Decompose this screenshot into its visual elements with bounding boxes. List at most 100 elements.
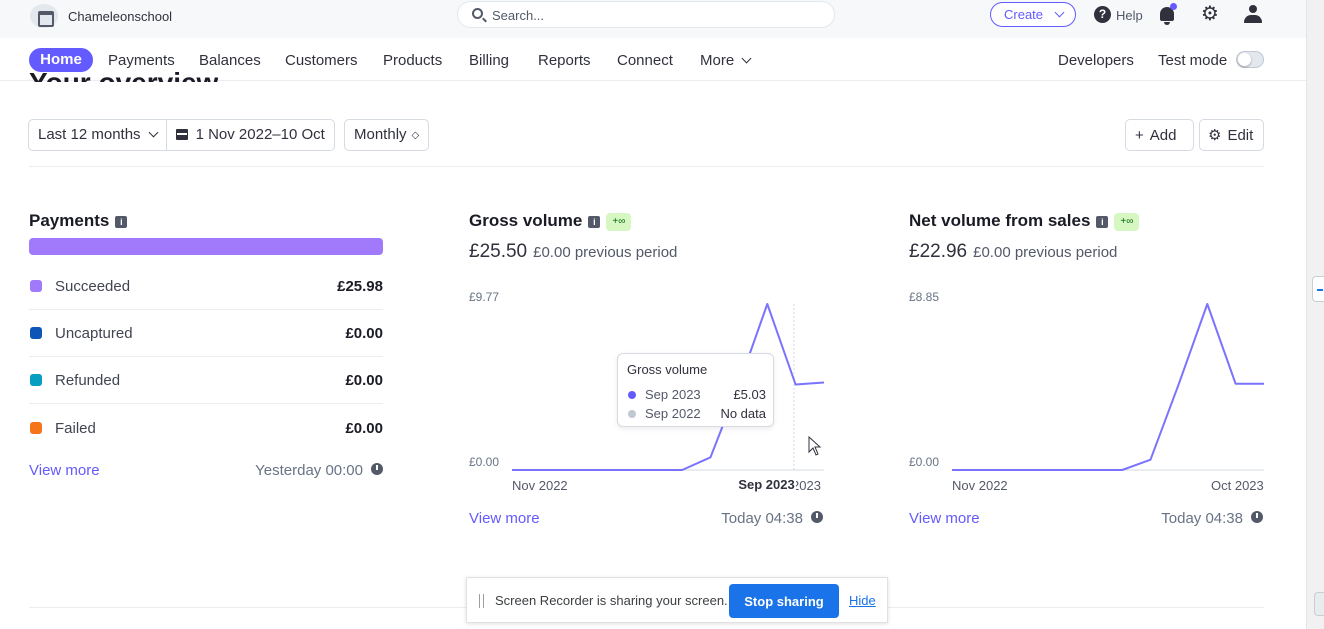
payment-row-succeeded[interactable]: Succeeded £25.98: [29, 263, 383, 310]
bell-icon[interactable]: [1160, 7, 1174, 25]
gross-volume-amount: £25.50 £0.00 previous period: [469, 241, 678, 262]
net-view-more-link[interactable]: View more: [909, 510, 980, 527]
tooltip-period: Sep 2023: [645, 387, 701, 402]
share-status-text: Screen Recorder is sharing your screen.: [495, 593, 728, 608]
net-volume-badge: +∞: [1114, 213, 1140, 231]
gross-view-more-link[interactable]: View more: [469, 510, 540, 527]
divider: [29, 166, 1264, 167]
mouse-cursor-icon: [808, 436, 822, 456]
payments-title: Payments i: [29, 211, 128, 231]
drag-handle-icon[interactable]: [479, 594, 484, 608]
tooltip-value: £5.03: [733, 387, 766, 402]
tooltip-row-current: Sep 2023 £5.03: [627, 387, 766, 403]
net-x-end-label: Oct 2023: [1211, 478, 1264, 493]
help-label: Help: [1116, 8, 1143, 23]
nav-customers[interactable]: Customers: [285, 52, 358, 69]
scrollbar[interactable]: [1306, 0, 1324, 629]
gross-volume-series-line: [512, 303, 825, 471]
gear-icon: ⚙: [1208, 127, 1222, 144]
main-nav: Home Payments Balances Customers Product…: [0, 38, 1306, 81]
gross-y-min-label: £0.00: [469, 455, 500, 469]
gross-volume-chart[interactable]: [512, 296, 825, 476]
gross-volume-tooltip: Gross volume Sep 2023 £5.03 Sep 2022 No …: [617, 353, 774, 427]
nav-products[interactable]: Products: [383, 52, 443, 69]
tooltip-previous-swatch: [628, 410, 636, 418]
gross-hover-x-label: Sep 2023: [737, 476, 796, 494]
interval-select[interactable]: Monthly ◇: [344, 119, 430, 151]
info-icon[interactable]: i: [588, 216, 601, 228]
top-bar: Chameleonschool Create ? Help ⚙: [0, 0, 1306, 38]
net-y-max-label: £8.85: [909, 290, 940, 304]
tooltip-row-previous: Sep 2022 No data: [627, 406, 766, 422]
interval-label: Monthly: [354, 126, 407, 143]
user-icon[interactable]: [1243, 5, 1263, 25]
stop-sharing-button[interactable]: Stop sharing: [729, 584, 839, 618]
payments-view-more-link[interactable]: View more: [29, 462, 100, 479]
hide-link[interactable]: Hide: [849, 593, 876, 608]
gear-icon[interactable]: ⚙: [1201, 3, 1219, 25]
failed-swatch: [30, 422, 42, 434]
account-name[interactable]: Chameleonschool: [68, 9, 173, 24]
gross-volume-previous: £0.00 previous period: [533, 244, 678, 261]
add-button[interactable]: + Add: [1125, 119, 1194, 151]
nav-more[interactable]: More: [700, 52, 752, 69]
payment-row-failed[interactable]: Failed £0.00: [29, 405, 383, 452]
create-button[interactable]: Create: [990, 2, 1076, 27]
nav-connect[interactable]: Connect: [617, 52, 673, 69]
add-label: Add: [1149, 126, 1177, 144]
clock-icon: [811, 511, 823, 523]
payments-bar[interactable]: [29, 238, 383, 255]
net-y-min-label: £0.00: [909, 455, 940, 469]
date-filter-group: Last 12 months 1 Nov 2022–10 Oct: [28, 119, 335, 151]
search-icon: [472, 8, 483, 19]
screen-share-bar: Screen Recorder is sharing your screen. …: [466, 577, 888, 623]
net-volume-chart[interactable]: [952, 296, 1264, 476]
updown-chevron-icon: ◇: [411, 130, 420, 141]
net-volume-series-line: [952, 303, 1264, 471]
calendar-icon: [175, 129, 188, 140]
edit-button[interactable]: ⚙ Edit: [1199, 119, 1264, 151]
payment-row-refunded[interactable]: Refunded £0.00: [29, 357, 383, 404]
payment-row-label: Succeeded: [55, 278, 131, 295]
nav-more-label: More: [700, 52, 735, 69]
account-icon[interactable]: [30, 4, 58, 28]
range-label: Last 12 months: [38, 126, 141, 143]
nav-payments[interactable]: Payments: [108, 52, 175, 69]
test-mode-label: Test mode: [1158, 52, 1228, 69]
side-panel-tab[interactable]: [1312, 276, 1324, 302]
net-x-start-label: Nov 2022: [952, 478, 1008, 493]
payment-row-uncaptured[interactable]: Uncaptured £0.00: [29, 310, 383, 357]
nav-balances[interactable]: Balances: [199, 52, 261, 69]
info-icon[interactable]: i: [115, 216, 128, 228]
page-title: Your overview: [29, 69, 218, 82]
range-select[interactable]: Last 12 months: [29, 120, 166, 150]
nav-reports[interactable]: Reports: [538, 52, 591, 69]
payment-row-value: £0.00: [345, 420, 383, 437]
nav-home[interactable]: Home: [29, 48, 93, 72]
uncaptured-swatch: [30, 327, 42, 339]
tooltip-period: Sep 2022: [645, 406, 701, 421]
test-mode-toggle[interactable]: [1236, 51, 1264, 68]
date-range-picker[interactable]: 1 Nov 2022–10 Oct: [165, 120, 334, 150]
nav-billing[interactable]: Billing: [469, 52, 510, 69]
gross-x-start-label: Nov 2022: [512, 478, 568, 493]
gross-x-end-label: 2023: [792, 478, 821, 493]
search-input[interactable]: [492, 7, 812, 23]
date-range-label: 1 Nov 2022–10 Oct: [195, 126, 325, 143]
nav-developers[interactable]: Developers: [1058, 52, 1134, 69]
tooltip-value: No data: [720, 406, 766, 421]
clock-icon: [1251, 511, 1263, 523]
payment-row-label: Failed: [55, 420, 96, 437]
notification-dot: [1170, 3, 1177, 10]
payment-row-value: £0.00: [345, 325, 383, 342]
help-icon: ?: [1094, 6, 1111, 23]
search-box[interactable]: [457, 1, 835, 28]
gross-y-max-label: £9.77: [469, 290, 500, 304]
tooltip-current-swatch: [628, 391, 636, 399]
chevron-down-icon: [1054, 7, 1065, 18]
net-volume-title: Net volume from sales i +∞: [909, 211, 1140, 233]
info-icon[interactable]: i: [1096, 216, 1109, 228]
net-volume-amount: £22.96 £0.00 previous period: [909, 241, 1118, 262]
payment-row-value: £0.00: [345, 372, 383, 389]
side-panel-tab[interactable]: [1314, 592, 1324, 616]
